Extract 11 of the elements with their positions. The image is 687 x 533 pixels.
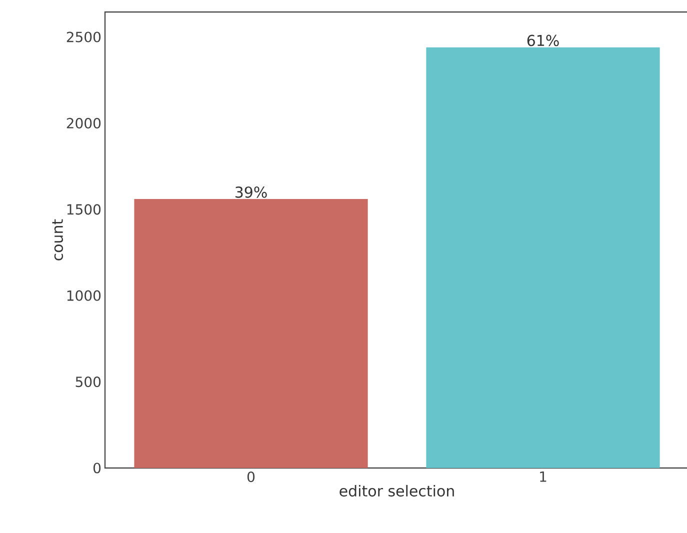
- y-tick-label: 2000: [66, 118, 101, 128]
- y-tick-label: 2500: [66, 32, 101, 42]
- x-tick-label: 1: [540, 472, 546, 482]
- x-axis-title: editor selection: [340, 484, 454, 497]
- y-tick-label: 1500: [67, 204, 101, 215]
- y-tick-label: 0: [93, 462, 101, 474]
- y-tick-label: 1000: [67, 290, 101, 301]
- annotation: 61%: [527, 34, 559, 46]
- y-axis-title: count: [52, 219, 64, 260]
- annotation: 39%: [235, 186, 267, 198]
- y-tick-label: 500: [76, 376, 101, 388]
